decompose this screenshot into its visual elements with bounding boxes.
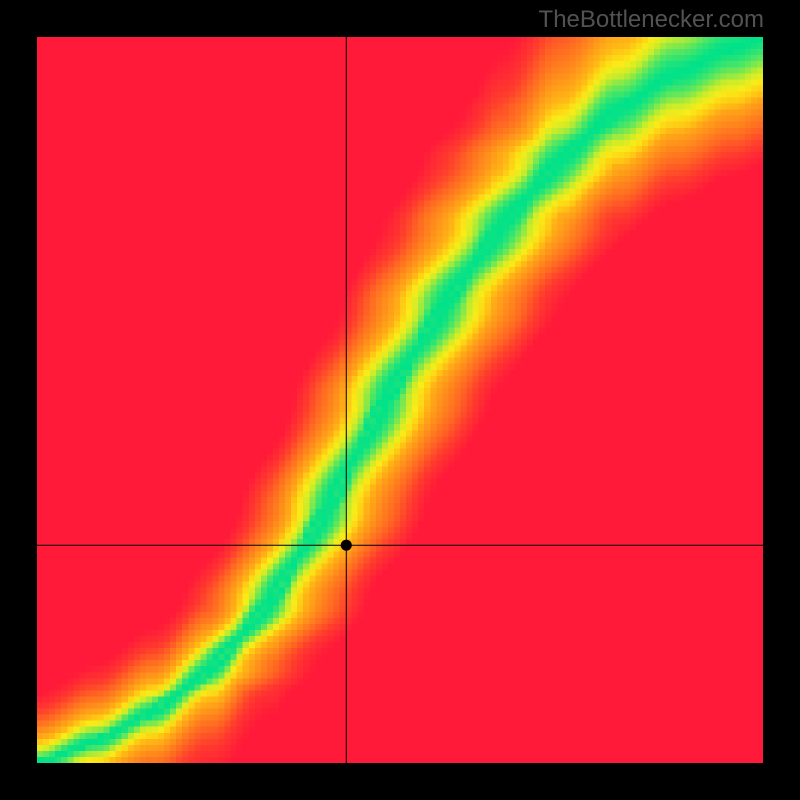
chart-stage: TheBottlenecker.com	[0, 0, 800, 800]
bottleneck-heatmap	[37, 37, 763, 763]
watermark-text: TheBottlenecker.com	[539, 6, 764, 34]
